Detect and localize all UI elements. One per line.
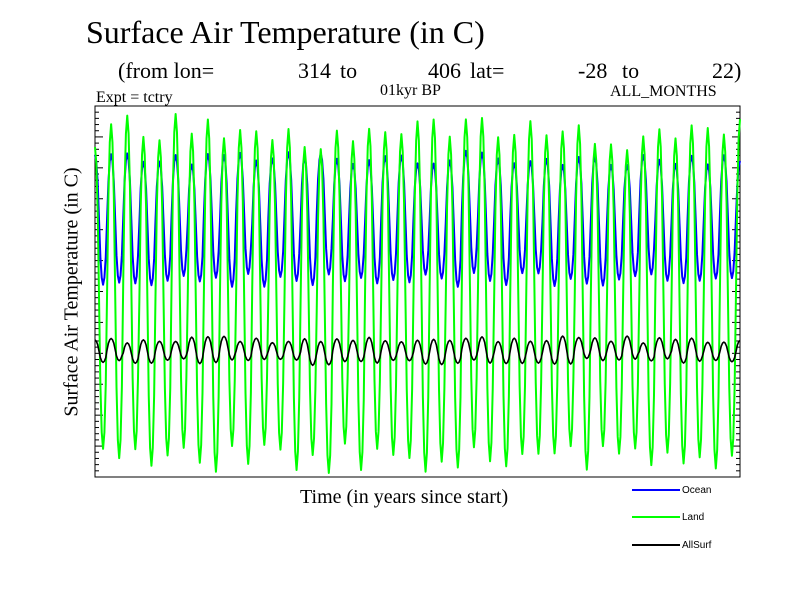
- experiment-label: Expt = tctry: [96, 89, 173, 106]
- to-label-lat: to: [622, 58, 640, 83]
- lat-label: lat=: [470, 58, 505, 83]
- lon-end-value: 406: [428, 58, 461, 83]
- legend-label-allsurf: AllSurf: [682, 540, 712, 551]
- lat-start-value: -28: [578, 58, 608, 83]
- to-label-lon: to: [340, 58, 358, 83]
- series-line-allsurf: [94, 335, 741, 367]
- from-lon-label: (from lon=: [118, 58, 215, 83]
- x-axis-label: Time (in years since start): [300, 486, 509, 508]
- months-label: ALL_MONTHS: [610, 83, 717, 100]
- plot-frame: [94, 105, 741, 478]
- legend-label-ocean: Ocean: [682, 485, 712, 496]
- legend-label-land: Land: [682, 512, 705, 523]
- chart-title: Surface Air Temperature (in C): [86, 14, 485, 50]
- y-axis-label: Surface Air Temperature (in C): [60, 167, 83, 417]
- series-line-ocean: [94, 149, 741, 288]
- lon-start-value: 314: [298, 58, 331, 83]
- lat-end-value: 22): [712, 58, 742, 83]
- series-line-land: [94, 113, 741, 474]
- period-label: 01kyr BP: [380, 82, 441, 99]
